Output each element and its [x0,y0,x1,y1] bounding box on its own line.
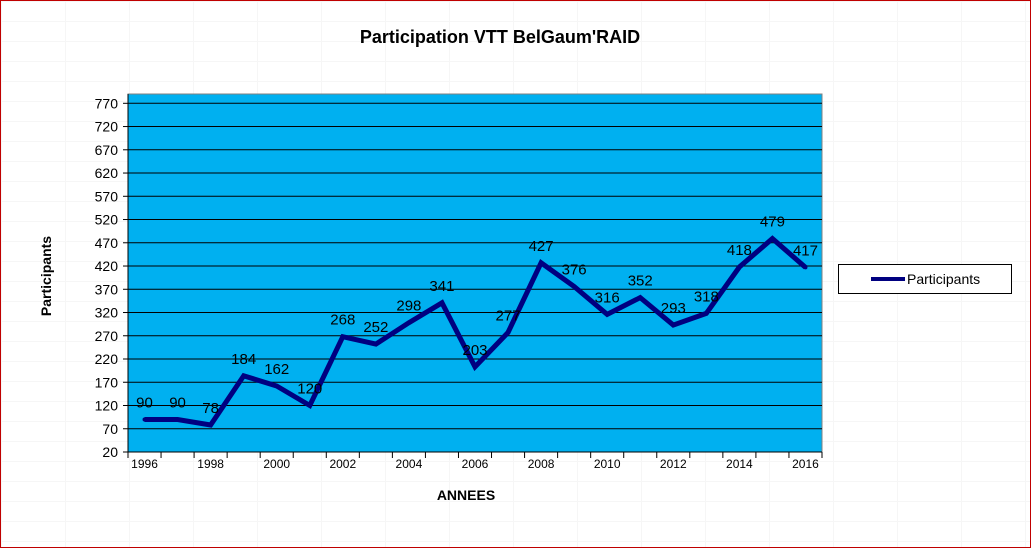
data-point [638,295,643,300]
y-tick-label: 170 [95,374,119,390]
plot-area-background [127,93,823,453]
data-label: 427 [529,238,554,255]
x-tick-label: 2004 [396,457,423,471]
data-label: 78 [202,400,219,417]
data-label: 90 [169,394,186,411]
y-tick-label: 220 [95,351,119,367]
data-point [406,320,411,325]
data-label: 316 [595,289,620,306]
data-point [142,417,147,422]
data-label: 120 [297,381,322,398]
y-tick-label: 270 [95,328,119,344]
data-point [274,383,279,388]
data-point [737,264,742,269]
data-label: 341 [429,278,454,295]
data-label: 252 [363,319,388,336]
legend-label: Participants [907,271,981,287]
y-tick-label: 370 [95,281,119,297]
data-point [704,311,709,316]
data-point [605,312,610,317]
x-axis-label: ANNEES [436,487,496,503]
y-tick-label: 320 [95,305,119,321]
data-label: 417 [793,242,818,259]
data-point [671,323,676,328]
data-point [572,284,577,289]
data-label: 318 [694,288,719,305]
x-tick-label: 2012 [660,457,687,471]
data-point [439,300,444,305]
x-tick-label: 2008 [528,457,555,471]
y-tick-label: 70 [102,421,118,437]
data-label: 90 [136,394,153,411]
chart-title: Participation VTT BelGaum'RAID [359,27,641,47]
data-point [539,260,544,265]
x-tick-label: 2014 [726,457,753,471]
y-tick-label: 570 [95,188,119,204]
y-tick-label: 520 [95,212,119,228]
data-label: 268 [330,312,355,329]
y-tick-label: 120 [95,398,119,414]
x-tick-label: 2010 [594,457,621,471]
data-label: 162 [264,361,289,378]
data-label: 479 [760,214,785,231]
data-label: 277 [496,308,521,325]
y-tick-label: 620 [95,165,119,181]
y-tick-label: 720 [95,119,119,135]
data-point [175,417,180,422]
y-tick-label: 770 [95,95,119,111]
data-point [770,236,775,241]
x-tick-label: 2000 [263,457,290,471]
x-tick-label: 2016 [792,457,819,471]
data-label: 376 [562,261,587,278]
data-label: 352 [628,273,653,290]
data-point [373,342,378,347]
data-point [208,423,213,428]
data-label: 203 [462,342,487,359]
x-tick-label: 2002 [329,457,356,471]
data-point [506,330,511,335]
data-label: 298 [396,298,421,315]
data-point [241,373,246,378]
legend: Participants [838,264,1012,294]
data-point [803,265,808,270]
legend-line-swatch [871,277,905,281]
y-tick-label: 420 [95,258,119,274]
y-tick-label: 20 [102,444,118,460]
y-tick-label: 670 [95,142,119,158]
x-tick-label: 1998 [197,457,224,471]
data-label: 184 [231,351,256,368]
y-tick-label: 470 [95,235,119,251]
x-tick-label: 2006 [462,457,489,471]
data-point [307,403,312,408]
data-point [340,334,345,339]
data-label: 418 [727,242,752,259]
x-tick-label: 1996 [131,457,158,471]
data-label: 293 [661,300,686,317]
data-point [473,364,477,369]
